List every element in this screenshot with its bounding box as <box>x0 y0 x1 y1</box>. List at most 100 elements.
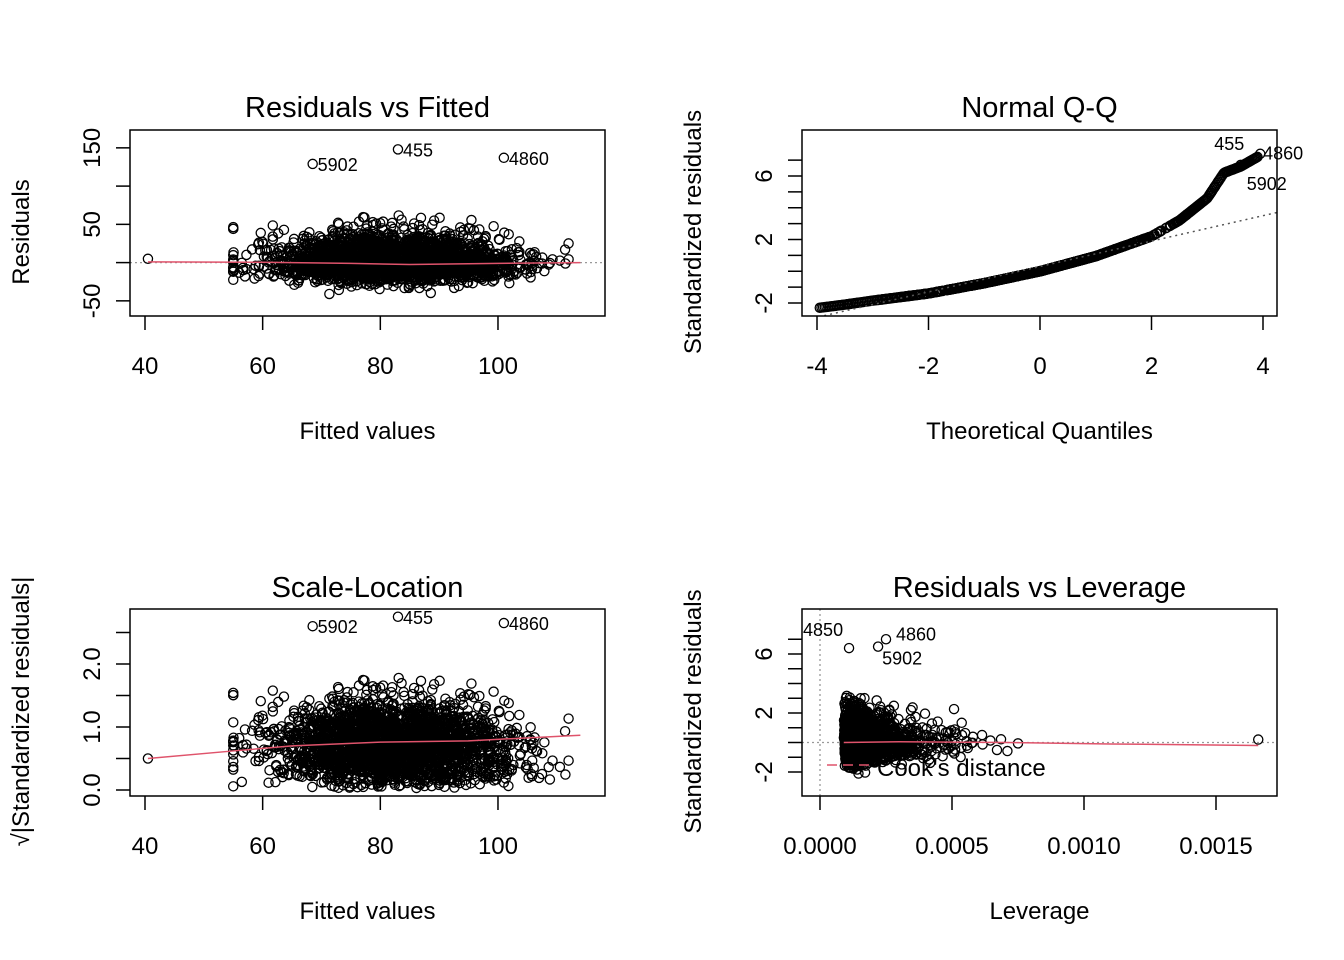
data-point <box>428 273 439 285</box>
data-point <box>353 234 364 246</box>
data-point <box>369 249 380 261</box>
data-point <box>488 220 499 232</box>
data-point <box>278 224 290 236</box>
data-point <box>257 238 269 249</box>
data-point <box>425 237 436 248</box>
data-point <box>543 761 554 773</box>
data-point <box>1025 267 1037 279</box>
data-point <box>467 249 478 261</box>
data-point <box>537 252 548 263</box>
panel-title: Residuals vs Fitted <box>245 92 490 124</box>
y-axis-label: Standardized residuals <box>680 110 707 354</box>
data-point <box>252 238 264 250</box>
data-point <box>462 277 474 288</box>
data-point <box>267 234 279 245</box>
x-tick-label: 4 <box>1256 353 1269 380</box>
data-point <box>1165 220 1176 231</box>
x-tick-label: -2 <box>918 353 939 380</box>
data-point <box>272 228 284 239</box>
data-point <box>996 274 1008 285</box>
data-point <box>987 276 998 287</box>
data-point <box>257 713 269 725</box>
data-point <box>956 282 968 293</box>
data-point <box>403 262 414 274</box>
data-point <box>484 255 495 266</box>
data-point <box>289 279 300 291</box>
data-point <box>1204 189 1215 200</box>
point-label: 5902 <box>318 155 358 175</box>
data-point <box>434 232 445 243</box>
data-point <box>499 695 510 706</box>
x-tick-label: 40 <box>132 833 159 860</box>
data-point <box>468 691 480 703</box>
data-point <box>514 236 525 247</box>
data-point <box>284 242 296 254</box>
data-point <box>525 722 536 733</box>
x-tick-label: 2 <box>1145 353 1158 380</box>
data-point <box>1252 151 1263 163</box>
data-point <box>880 293 891 305</box>
data-point <box>1160 223 1171 234</box>
data-point <box>514 709 525 721</box>
data-point <box>439 257 451 269</box>
data-point <box>1072 255 1083 267</box>
data-point <box>451 268 462 279</box>
data-point <box>345 274 356 285</box>
data-point <box>260 245 271 256</box>
data-point <box>425 694 437 706</box>
data-point <box>317 234 328 246</box>
data-point <box>440 234 452 245</box>
labeled-point <box>307 158 318 170</box>
data-point <box>250 260 261 272</box>
data-point <box>494 234 505 246</box>
data-point <box>346 252 358 263</box>
data-point <box>241 249 252 261</box>
data-point <box>376 234 387 246</box>
data-point <box>320 261 332 272</box>
data-point <box>403 282 415 294</box>
data-point <box>898 291 910 302</box>
data-point <box>458 224 470 236</box>
data-point <box>376 270 387 282</box>
data-point <box>972 279 983 290</box>
data-point <box>300 240 311 251</box>
data-point <box>483 271 494 282</box>
data-point <box>406 235 418 246</box>
data-point <box>287 248 298 259</box>
data-point <box>367 216 379 228</box>
data-point <box>1221 166 1233 177</box>
data-point <box>299 258 310 270</box>
y-tick-label: 2.0 <box>79 647 106 680</box>
data-point <box>454 688 466 699</box>
point-label: 4860 <box>509 149 549 169</box>
data-point <box>267 706 279 717</box>
labeled-point <box>392 144 404 155</box>
data-point <box>236 776 248 788</box>
data-point <box>333 235 345 247</box>
data-point <box>255 227 266 239</box>
data-point <box>239 271 251 282</box>
data-point <box>499 227 510 238</box>
data-point <box>1084 252 1095 264</box>
data-point <box>342 221 353 232</box>
plot-frame <box>129 129 606 317</box>
point-label: 4860 <box>1263 144 1303 164</box>
data-point <box>468 269 480 280</box>
data-point <box>246 244 258 255</box>
data-point <box>352 275 364 286</box>
x-tick-label: 0 <box>1033 353 1046 380</box>
data-point <box>335 255 347 267</box>
data-point <box>390 243 402 255</box>
x-tick-label: 100 <box>478 353 518 380</box>
data-point <box>484 260 496 271</box>
y-tick-label: 6 <box>751 169 778 182</box>
data-point <box>312 275 323 287</box>
data-point <box>1045 263 1056 274</box>
data-point <box>539 265 550 277</box>
data-point <box>873 294 884 306</box>
x-axis-label: Fitted values <box>299 898 435 925</box>
data-point <box>503 228 514 240</box>
